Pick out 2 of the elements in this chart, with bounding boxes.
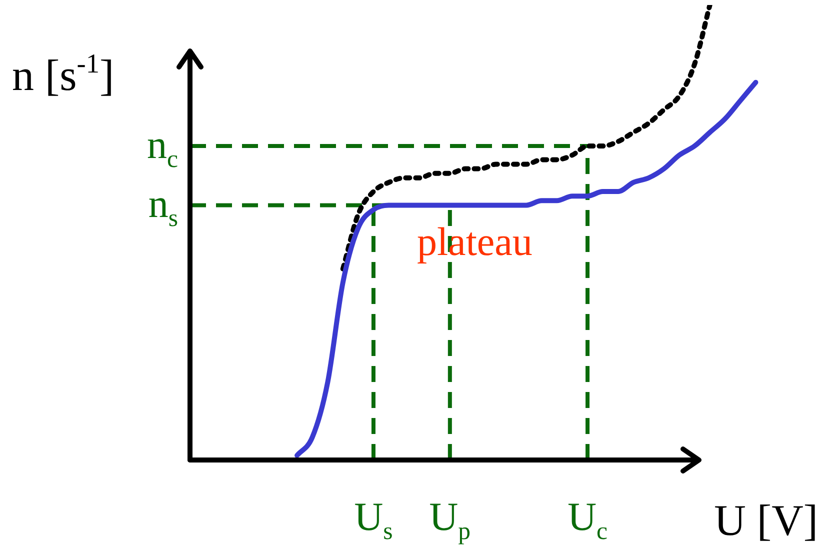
annotation: plateau (416, 219, 532, 264)
x-axis-title: U [V] (714, 496, 818, 545)
